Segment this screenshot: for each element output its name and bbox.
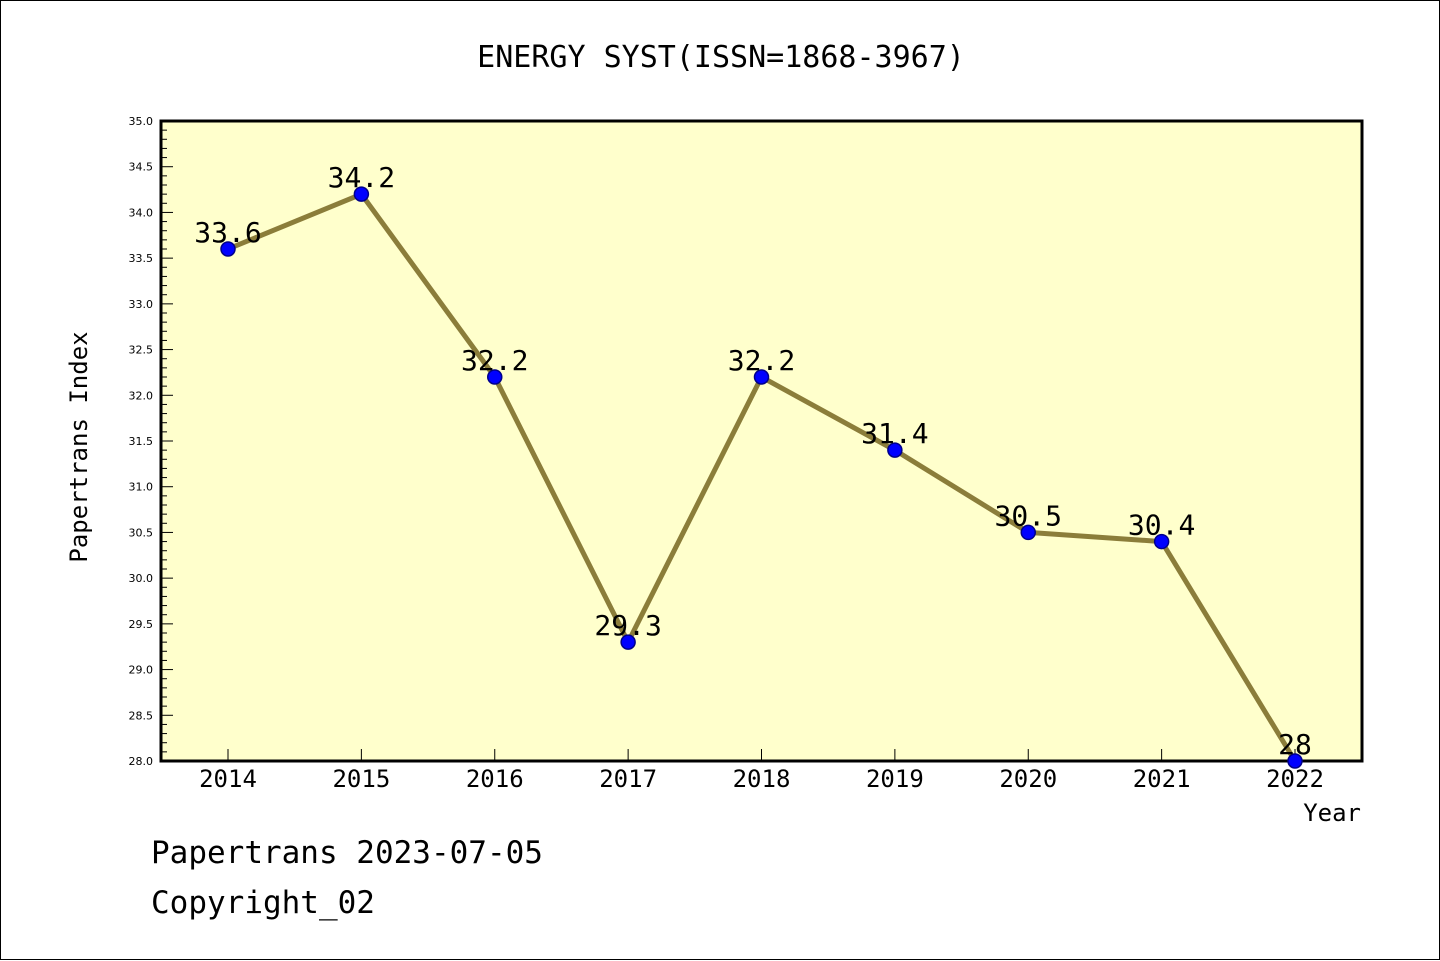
y-tick-label: 34.0 [129,206,154,219]
y-tick-label: 34.5 [129,161,154,174]
x-tick-label: 2016 [466,765,524,793]
data-label: 28 [1278,728,1312,761]
y-tick-label: 30.0 [129,572,154,585]
y-tick-label: 28.0 [129,755,154,768]
data-point [620,634,636,650]
y-axis: 28.0 28.5 29.0 29.5 30.0 30.5 31.0 31.5 32.0 32.5… [129,115,173,768]
x-tick-label: 2021 [1133,765,1191,793]
x-tick-label: 2014 [199,765,257,793]
data-label: 33.6 [194,216,261,249]
data-label: 29.3 [594,609,661,642]
y-tick-label: 33.5 [129,252,154,265]
data-point [1153,533,1170,550]
x-tick-label: 2022 [1266,765,1324,793]
plot-area [159,119,1364,763]
x-tick-label: 2020 [999,765,1057,793]
data-label: 34.2 [328,161,395,194]
y-axis-label: Papertrans Index [65,331,93,562]
data-point [353,186,370,202]
y-tick-label: 30.5 [129,526,154,539]
data-point [1287,753,1303,769]
data-label: 31.4 [861,417,928,450]
data-label: 32.2 [461,344,528,377]
x-tick-label: 2019 [866,765,924,793]
y-tick-label: 31.0 [129,481,154,494]
data-point [887,442,903,458]
y-tick-label: 28.5 [129,709,154,722]
x-tick-label: 2018 [733,765,791,793]
data-point [753,369,770,385]
footer-date: Papertrans 2023-07-05 [151,835,543,871]
chart-title: ENERGY SYST(ISSN=1868-3967) [477,40,965,75]
x-axis: 2014 2015 2016 2017 2018 2019 2020 2021 2022 [199,749,1324,793]
data-label: 32.2 [728,344,795,377]
y-tick-label: 31.5 [129,435,154,448]
series-group: 33.6 34.2 32.2 29.3 32.2 31.4 30.5 30.4 28 [194,161,1312,769]
data-point [1020,524,1036,541]
footer-copyright: Copyright_02 [151,885,375,921]
y-tick-label: 32.0 [129,389,154,402]
x-axis-label: Year [1303,799,1361,827]
y-tick-label: 35.0 [129,115,154,128]
y-tick-label: 33.0 [129,298,154,311]
data-label: 30.4 [1128,509,1195,542]
x-tick-label: 2017 [599,765,657,793]
y-tick-label: 29.5 [129,618,154,631]
y-tick-label: 32.5 [129,344,154,357]
data-point [487,369,503,385]
x-tick-label: 2015 [332,765,390,793]
data-point [220,241,236,257]
y-tick-label: 29.0 [129,664,154,677]
data-label: 30.5 [995,499,1062,532]
